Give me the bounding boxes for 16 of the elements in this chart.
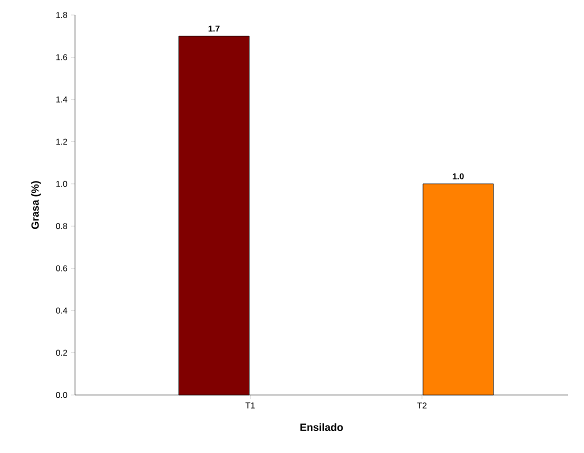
x-tick-label: T1 xyxy=(245,402,255,408)
y-tick-label: 0.8 xyxy=(56,223,68,230)
y-tick-label: 1.8 xyxy=(56,12,68,18)
y-tick-label: 0.2 xyxy=(56,350,68,356)
y-tick-label: 0.0 xyxy=(56,392,68,398)
y-tick-label: 1.6 xyxy=(56,54,68,60)
data-label: 1.0 xyxy=(452,173,464,180)
y-axis-title: Grasa (%) xyxy=(31,181,41,229)
y-tick-label: 0.4 xyxy=(56,308,68,314)
y-tick-label: 1.2 xyxy=(56,138,68,145)
x-axis-title: Ensilado xyxy=(300,423,343,431)
data-label: 1.7 xyxy=(208,26,220,32)
x-tick-label: T2 xyxy=(417,402,427,408)
y-tick-label: 0.6 xyxy=(56,265,68,272)
y-tick-label: 1.4 xyxy=(56,96,68,102)
y-tick-label: 1.0 xyxy=(56,180,68,187)
